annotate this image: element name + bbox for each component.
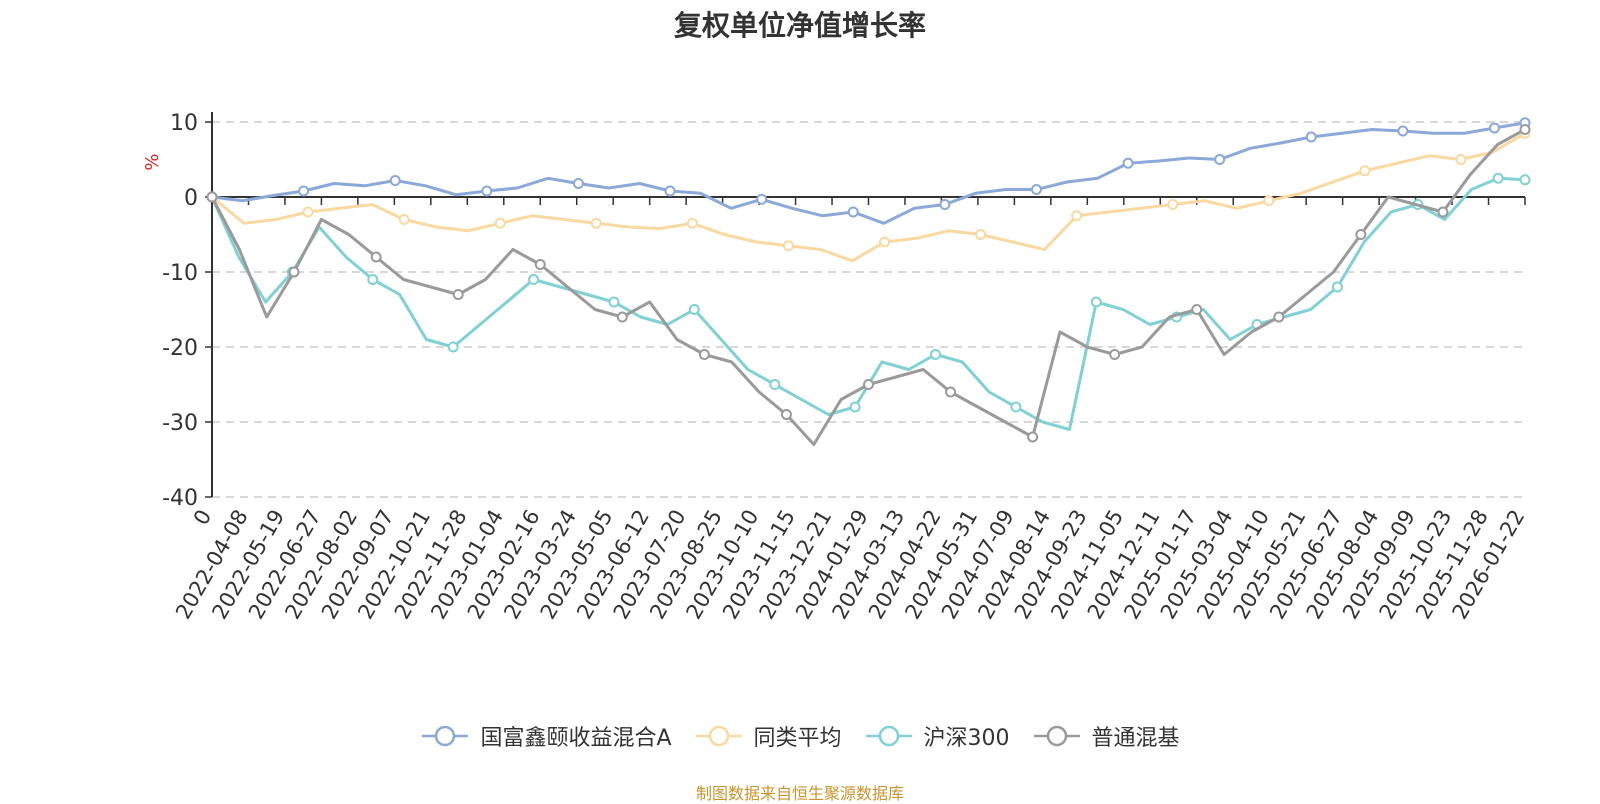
data-point[interactable] bbox=[370, 251, 382, 263]
data-point[interactable] bbox=[863, 379, 874, 390]
legend-item[interactable]: 国富鑫颐收益混合A bbox=[420, 720, 672, 752]
data-point[interactable] bbox=[1071, 210, 1083, 222]
series-line-3 bbox=[210, 128, 1526, 446]
legend-marker-icon bbox=[865, 725, 912, 747]
data-point[interactable] bbox=[206, 191, 218, 203]
y-tick-label: 10 bbox=[170, 111, 198, 136]
y-tick-label: -10 bbox=[162, 261, 198, 286]
data-point[interactable] bbox=[1030, 184, 1042, 195]
data-point[interactable] bbox=[1437, 206, 1449, 218]
line-chart: 100-10-20-30-40%02022-04-082022-05-19202… bbox=[142, 111, 1531, 623]
y-tick-label: 0 bbox=[184, 186, 198, 211]
x-tick-label: 0 bbox=[189, 506, 216, 530]
legend-item[interactable]: 沪深300 bbox=[864, 720, 1010, 752]
data-point[interactable] bbox=[1191, 304, 1203, 315]
data-point[interactable] bbox=[452, 289, 464, 300]
legend-label: 普通混基 bbox=[1091, 726, 1180, 751]
legend-item[interactable]: 普通混基 bbox=[1032, 720, 1180, 752]
data-point[interactable] bbox=[929, 349, 941, 360]
data-point[interactable] bbox=[1122, 157, 1134, 169]
data-point[interactable] bbox=[1519, 124, 1531, 135]
legend-label: 同类平均 bbox=[753, 726, 842, 751]
data-point[interactable] bbox=[1519, 174, 1531, 186]
legend-label: 国富鑫颐收益混合A bbox=[480, 726, 672, 751]
legend: 国富鑫颐收益混合A 同类平均 沪深300 普通混基 bbox=[0, 720, 1600, 752]
data-point[interactable] bbox=[780, 409, 792, 420]
data-point[interactable] bbox=[298, 185, 310, 197]
data-point[interactable] bbox=[608, 296, 620, 308]
data-point[interactable] bbox=[686, 217, 698, 229]
data-point[interactable] bbox=[664, 185, 676, 197]
data-point[interactable] bbox=[945, 386, 957, 398]
y-tick-label: -20 bbox=[162, 336, 198, 361]
data-point[interactable] bbox=[1273, 311, 1285, 323]
data-point[interactable] bbox=[847, 206, 859, 218]
data-point[interactable] bbox=[302, 206, 314, 218]
data-point[interactable] bbox=[494, 217, 506, 229]
data-point[interactable] bbox=[572, 178, 584, 189]
data-point[interactable] bbox=[849, 401, 861, 413]
data-point[interactable] bbox=[616, 311, 628, 323]
data-point[interactable] bbox=[975, 229, 987, 240]
data-point[interactable] bbox=[481, 185, 493, 197]
data-point[interactable] bbox=[1492, 172, 1504, 184]
series-line-0 bbox=[211, 121, 1526, 225]
data-point[interactable] bbox=[447, 341, 459, 353]
data-point[interactable] bbox=[367, 274, 379, 285]
data-point[interactable] bbox=[1331, 281, 1343, 293]
legend-label: 沪深300 bbox=[923, 726, 1010, 751]
data-point[interactable] bbox=[1305, 131, 1317, 143]
data-point[interactable] bbox=[939, 199, 951, 210]
data-point[interactable] bbox=[1109, 349, 1121, 360]
data-point[interactable] bbox=[1359, 165, 1371, 177]
data-point[interactable] bbox=[1167, 199, 1179, 210]
data-point[interactable] bbox=[288, 266, 300, 278]
data-point[interactable] bbox=[1455, 154, 1467, 165]
data-point[interactable] bbox=[1010, 401, 1022, 413]
data-source-note: 制图数据来自恒生聚源数据库 bbox=[695, 784, 904, 803]
data-point[interactable] bbox=[688, 304, 700, 315]
data-point[interactable] bbox=[389, 175, 401, 186]
data-point[interactable] bbox=[698, 349, 710, 360]
data-point[interactable] bbox=[1355, 229, 1367, 240]
legend-marker-icon bbox=[1033, 725, 1080, 747]
legend-marker-icon bbox=[695, 725, 742, 747]
legend-marker-icon bbox=[422, 725, 469, 747]
data-point[interactable] bbox=[782, 240, 794, 252]
data-point[interactable] bbox=[1027, 431, 1039, 443]
data-point[interactable] bbox=[528, 274, 540, 285]
series-line-1 bbox=[211, 132, 1526, 263]
data-point[interactable] bbox=[879, 236, 891, 248]
data-point[interactable] bbox=[1214, 154, 1226, 165]
legend-item[interactable]: 同类平均 bbox=[694, 720, 842, 752]
data-point[interactable] bbox=[1090, 296, 1102, 308]
data-point[interactable] bbox=[1488, 122, 1500, 134]
data-point[interactable] bbox=[398, 214, 410, 225]
data-point[interactable] bbox=[756, 193, 768, 205]
y-tick-label: -30 bbox=[162, 411, 198, 436]
data-point[interactable] bbox=[590, 217, 602, 229]
chart-title: 复权单位净值增长率 bbox=[673, 9, 926, 42]
data-point[interactable] bbox=[769, 379, 781, 390]
data-point[interactable] bbox=[1263, 195, 1275, 207]
y-tick-label: -40 bbox=[162, 486, 198, 511]
data-point[interactable] bbox=[534, 259, 546, 270]
data-point[interactable] bbox=[1397, 125, 1409, 137]
series-line-2 bbox=[210, 176, 1526, 431]
y-axis-label: % bbox=[142, 153, 163, 170]
